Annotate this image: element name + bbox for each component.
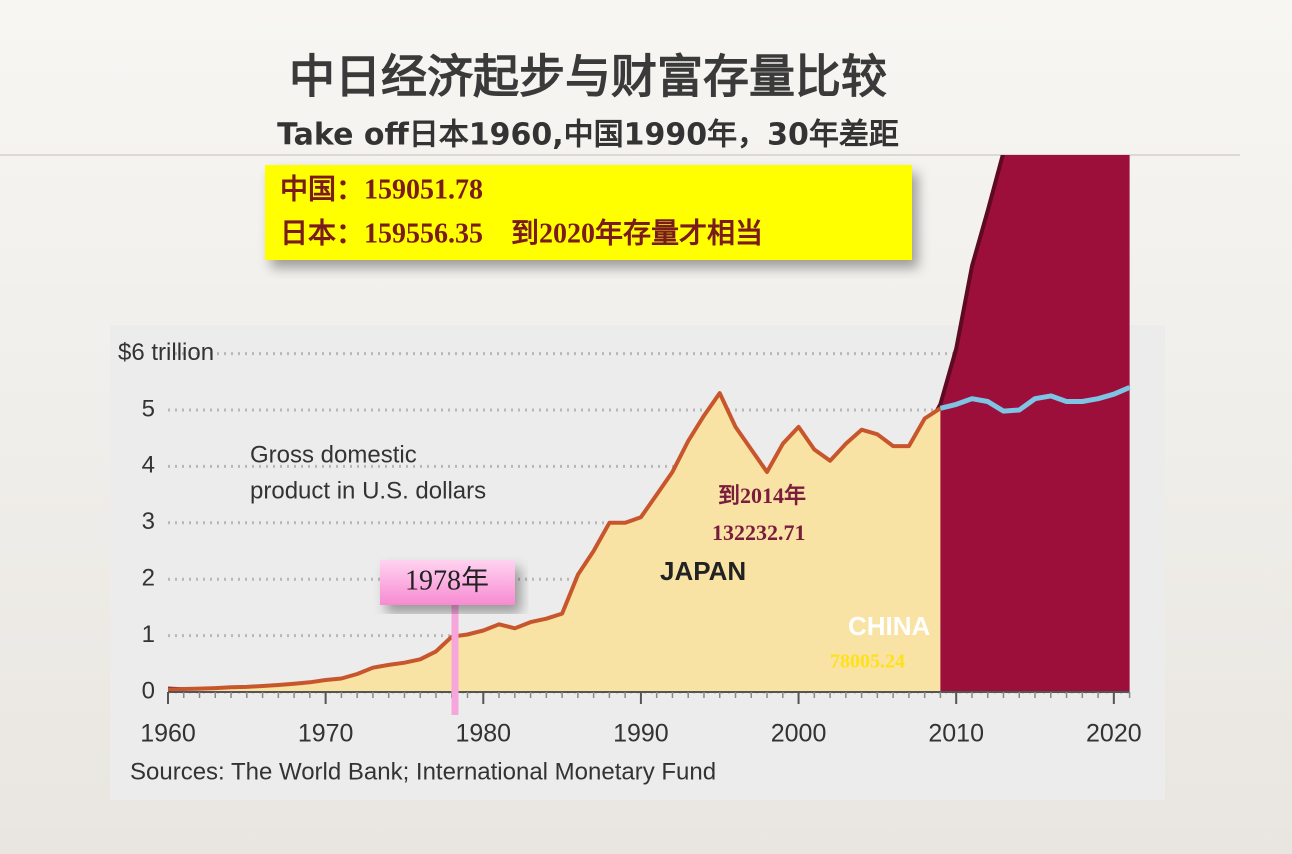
y-tick-label: 1 [142, 621, 155, 648]
marker-box [380, 560, 515, 605]
annotation: 132232.71 [712, 520, 806, 545]
note: 中国：159051.78 [280, 173, 483, 205]
x-tick-label: 1970 [298, 720, 354, 748]
y-tick-label: $6 trillion [118, 339, 214, 366]
title: 中日经济起步与财富存量比较 [289, 50, 887, 104]
x-tick-label: 2000 [771, 720, 827, 748]
y-tick-label: 2 [142, 565, 155, 592]
series-label: JAPAN [660, 556, 746, 586]
source: Sources: The World Bank; International M… [130, 758, 716, 785]
y-tick-label: 3 [142, 508, 155, 535]
annotation: Gross domestic [250, 441, 417, 468]
y-tick-label: 0 [142, 677, 155, 704]
annotation: 78005.24 [830, 651, 905, 673]
x-tick-label: 1960 [140, 720, 196, 748]
y-tick-label: 5 [142, 395, 155, 422]
series-label: CHINA [848, 611, 931, 641]
line [939, 385, 1131, 414]
annotation: 到2014年 [718, 483, 806, 508]
plot [167, 155, 1131, 704]
x-tick-label: 2010 [928, 720, 984, 748]
area [168, 393, 941, 692]
series-layer [167, 155, 1131, 692]
y-tick-label: 4 [142, 452, 155, 479]
x-tick-label: 1990 [613, 720, 669, 748]
note: 日本：159556.35 到2020年存量才相当 [280, 216, 763, 249]
subtitle: Take off日本1960,中国1990年，30年差距 [277, 118, 899, 153]
note-box [265, 165, 912, 260]
x-tick-label: 1980 [455, 720, 511, 748]
annotation: product in U.S. dollars [250, 477, 486, 504]
annotation: 1978年 [405, 564, 489, 596]
line [167, 391, 942, 692]
x-tick-label: 2020 [1086, 720, 1142, 748]
